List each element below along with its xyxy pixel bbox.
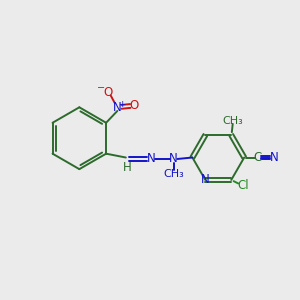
Text: C: C [254,151,262,164]
Text: CH₃: CH₃ [163,169,184,179]
Text: O: O [130,100,139,112]
Text: +: + [118,100,125,109]
Text: N: N [113,101,122,114]
Text: H: H [123,161,132,174]
Text: Cl: Cl [238,179,249,192]
Text: CH₃: CH₃ [222,116,243,126]
Text: N: N [169,152,178,166]
Text: N: N [270,151,278,164]
Text: −: − [97,83,105,93]
Text: N: N [147,152,156,166]
Text: N: N [201,173,210,186]
Text: O: O [103,85,112,99]
